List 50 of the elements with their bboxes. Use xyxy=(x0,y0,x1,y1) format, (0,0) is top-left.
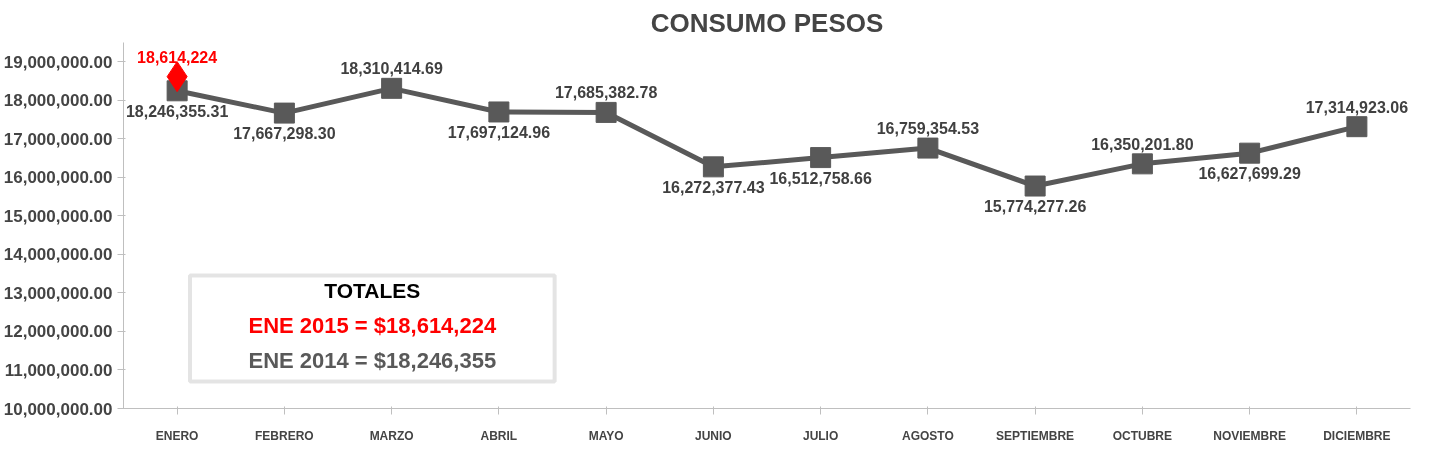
x-tick-label: SEPTIEMBRE xyxy=(996,428,1075,443)
point xyxy=(273,102,295,124)
point xyxy=(702,156,724,178)
x-tick-label: OCTUBRE xyxy=(1112,428,1173,443)
x-tick-label: MARZO xyxy=(369,428,414,443)
x-tick-label: JULIO xyxy=(802,428,839,443)
x-tick-label: MAYO xyxy=(588,428,624,443)
point xyxy=(1346,116,1368,138)
point xyxy=(810,147,832,169)
x-tick-label: FEBRERO xyxy=(255,428,314,443)
data-label: 16,759,354.53 xyxy=(876,120,980,138)
data-label: 17,667,298.30 xyxy=(233,125,336,143)
data-label: 16,512,758.66 xyxy=(769,169,872,187)
point xyxy=(1024,175,1046,197)
annotation: ENE 2015 = $18,614,224 xyxy=(248,313,497,339)
data-label: 16,350,201.80 xyxy=(1091,135,1194,153)
y-tick-label: 18,000,000.00 xyxy=(3,91,113,111)
point xyxy=(917,137,939,159)
y-tick-label: 10,000,000.00 xyxy=(3,399,113,419)
y-tick-label: 11,000,000.00 xyxy=(4,360,113,380)
x-tick-label: ENERO xyxy=(155,428,199,443)
x-tick-label: NOVIEMBRE xyxy=(1213,428,1286,443)
x-tick-label: JUNIO xyxy=(695,428,732,443)
y-tick-label: 12,000,000.00 xyxy=(3,322,113,342)
data-label: 18,246,355.31 xyxy=(125,102,229,120)
data-label: 17,685,382.78 xyxy=(554,84,658,102)
data-label: 18,614,224 xyxy=(137,48,218,66)
y-tick-label: 14,000,000.00 xyxy=(3,245,113,265)
point xyxy=(595,101,617,123)
point xyxy=(1131,153,1153,175)
data-label: 15,774,277.26 xyxy=(983,198,1087,216)
annotation: TOTALES xyxy=(324,279,421,303)
data-label: 18,310,414.69 xyxy=(340,60,443,78)
y-tick-label: 16,000,000.00 xyxy=(3,168,113,188)
point xyxy=(488,101,510,123)
annotation: ENE 2014 = $18,246,355 xyxy=(248,347,497,373)
x-tick-label: ABRIL xyxy=(480,428,518,443)
y-tick-label: 17,000,000.00 xyxy=(3,129,113,149)
data-label: 16,627,699.29 xyxy=(1198,165,1301,183)
data-label: 17,697,124.96 xyxy=(447,123,551,141)
data-label: 17,314,923.06 xyxy=(1305,98,1409,116)
y-tick-label: 19,000,000.00 xyxy=(3,52,113,72)
point xyxy=(1239,142,1261,164)
point xyxy=(381,77,403,99)
y-tick-label: 15,000,000.00 xyxy=(3,206,113,226)
x-tick-label: AGOSTO xyxy=(901,428,954,443)
data-label: 16,272,377.43 xyxy=(662,178,765,196)
x-tick-label: DICIEMBRE xyxy=(1323,428,1391,443)
chart-title: CONSUMO PESOS xyxy=(650,7,884,38)
y-tick-label: 13,000,000.00 xyxy=(3,283,113,303)
